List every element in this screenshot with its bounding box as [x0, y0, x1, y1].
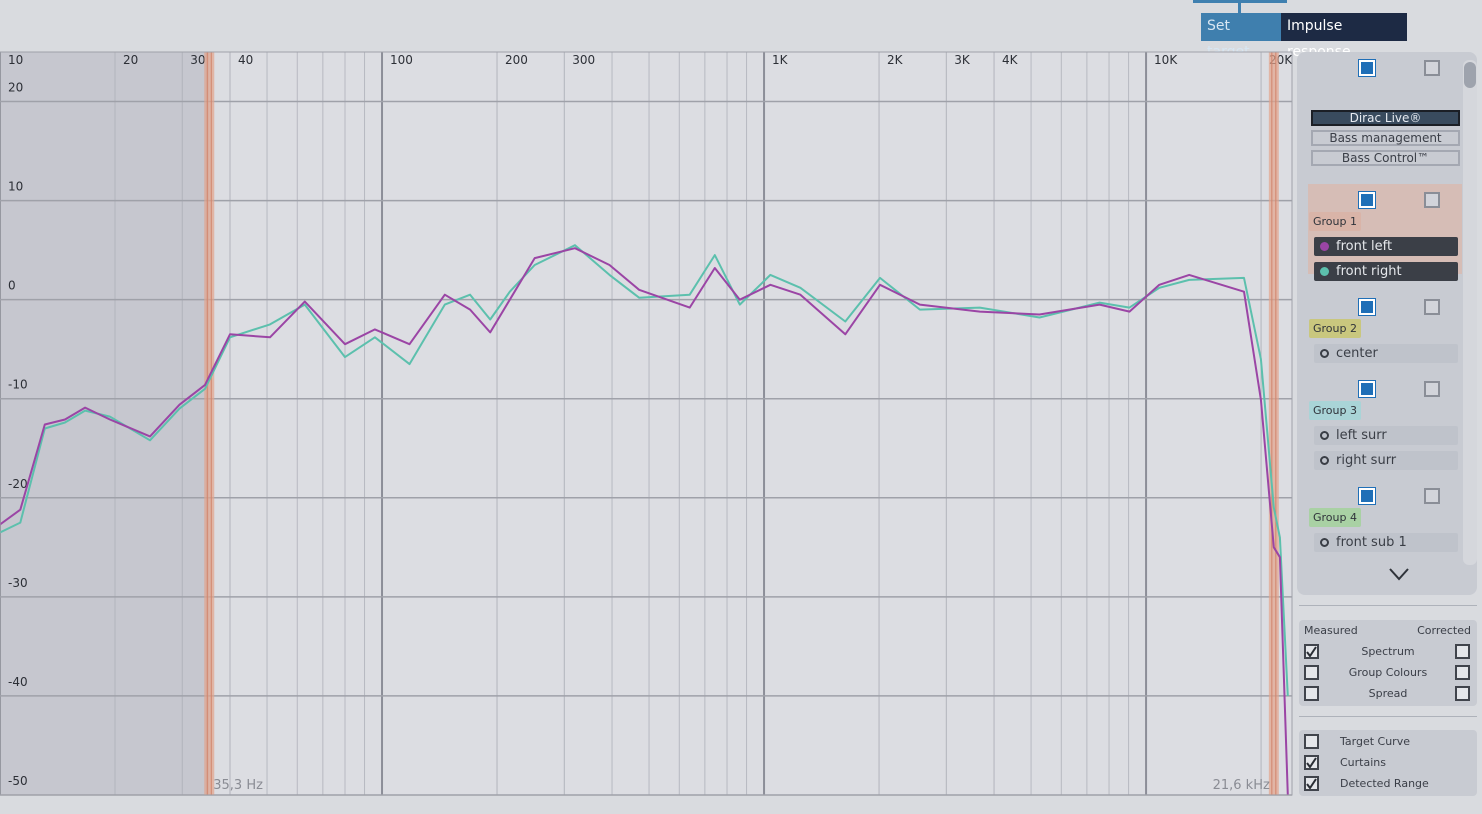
- group-label[interactable]: Group 4: [1309, 508, 1361, 527]
- option-label: Group Colours: [1348, 666, 1428, 679]
- overlay-label: Target Curve: [1340, 735, 1410, 748]
- series-line: [0, 244, 1289, 696]
- group-label[interactable]: Group 2: [1309, 319, 1361, 338]
- group-edit-icon[interactable]: [1424, 381, 1440, 397]
- channel-item[interactable]: front sub 1: [1314, 533, 1458, 552]
- group-edit-icon[interactable]: [1424, 60, 1440, 76]
- column-header: Corrected: [1417, 624, 1471, 637]
- overlay-checkbox[interactable]: [1304, 755, 1319, 770]
- display-options: Measured Corrected Spectrum Group Colours Sp…: [1299, 620, 1477, 706]
- scroll-down[interactable]: [1388, 567, 1410, 581]
- group-edit-icon[interactable]: [1424, 299, 1440, 315]
- curtain-label: 35,3 Hz: [213, 778, 263, 793]
- x-tick-label: 2K: [887, 53, 904, 67]
- y-tick-label: -20: [8, 477, 28, 491]
- tab-stem: [1238, 0, 1241, 13]
- y-tick-label: 10: [8, 180, 23, 194]
- measured-checkbox[interactable]: [1304, 686, 1319, 701]
- curtain: [204, 52, 215, 795]
- channel-dot: [1320, 456, 1329, 465]
- divider: [1299, 605, 1477, 606]
- channel-dot: [1320, 267, 1329, 276]
- corrected-checkbox[interactable]: [1455, 665, 1470, 680]
- scroll-thumb[interactable]: [1464, 62, 1476, 88]
- corrected-checkbox[interactable]: [1455, 644, 1470, 659]
- y-tick-label: -40: [8, 675, 28, 689]
- channel-dot: [1320, 349, 1329, 358]
- x-tick-label: 100: [390, 53, 413, 67]
- x-tick-label: 3K: [954, 53, 971, 67]
- divider: [1299, 716, 1477, 717]
- column-header: Measured: [1304, 624, 1358, 637]
- corrected-checkbox[interactable]: [1455, 686, 1470, 701]
- x-tick-label: 40: [238, 53, 253, 67]
- curtain-label: 21,6 kHz: [1213, 778, 1270, 793]
- channel-item[interactable]: left surr: [1314, 426, 1458, 445]
- channel-dot: [1320, 431, 1329, 440]
- group-label[interactable]: Group 3: [1309, 401, 1361, 420]
- y-tick-label: 20: [8, 81, 23, 95]
- plot-background: [0, 52, 1292, 795]
- plot-frame: [0, 51, 1293, 796]
- channel-dot: [1320, 242, 1329, 251]
- group-solo-icon[interactable]: [1358, 380, 1376, 398]
- group-solo-icon[interactable]: [1358, 298, 1376, 316]
- group-solo-icon[interactable]: [1358, 191, 1376, 209]
- series-line: [0, 247, 1289, 796]
- channel-panel: Dirac Live® Bass management Bass Control™ G…: [1297, 52, 1477, 595]
- y-tick-label: -50: [8, 774, 28, 788]
- x-tick-label: 300: [572, 53, 595, 67]
- group-solo-icon[interactable]: [1358, 59, 1376, 77]
- channel-dot: [1320, 538, 1329, 547]
- group-solo-icon[interactable]: [1358, 487, 1376, 505]
- measured-checkbox[interactable]: [1304, 665, 1319, 680]
- overlay-checkbox[interactable]: [1304, 734, 1319, 749]
- overlay-checkbox[interactable]: [1304, 776, 1319, 791]
- curtain: [1268, 52, 1279, 795]
- x-tick-label: 4K: [1002, 53, 1019, 67]
- overlay-label: Detected Range: [1340, 777, 1429, 790]
- chart: 10 20 30 40 100 200 300 1K 2K 3K 4K 10K 20K-50-40-30…: [0, 51, 1293, 796]
- x-tick-label: 20: [123, 53, 138, 67]
- group-label[interactable]: Group 1: [1309, 212, 1361, 231]
- channel-item[interactable]: front left: [1314, 237, 1458, 256]
- channel-item[interactable]: center: [1314, 344, 1458, 363]
- group-edit-icon[interactable]: [1424, 488, 1440, 504]
- overlay-options: Target Curve Curtains Detected Range: [1299, 730, 1477, 796]
- excluded-region: [0, 52, 210, 795]
- option-label: Spread: [1368, 687, 1408, 700]
- channel-item[interactable]: front right: [1314, 262, 1458, 281]
- y-tick-label: -30: [8, 576, 28, 590]
- scrollbar: [1463, 60, 1477, 565]
- x-tick-label: 30: [190, 53, 205, 67]
- impulse-response-button[interactable]: Impulse response: [1281, 13, 1407, 60]
- group-edit-icon[interactable]: [1424, 192, 1440, 208]
- x-tick-label: 10: [8, 53, 23, 67]
- option-label: Spectrum: [1361, 645, 1415, 658]
- x-tick-label: 10K: [1154, 53, 1178, 67]
- measured-checkbox[interactable]: [1304, 644, 1319, 659]
- y-tick-label: -10: [8, 378, 28, 392]
- overlay-label: Curtains: [1340, 756, 1386, 769]
- y-tick-label: 0: [8, 279, 16, 293]
- mode-option[interactable]: Bass Control™: [1311, 150, 1460, 166]
- mode-option[interactable]: Bass management: [1311, 130, 1460, 146]
- mode-option[interactable]: Dirac Live®: [1311, 110, 1460, 126]
- x-tick-label: 200: [505, 53, 528, 67]
- x-tick-label: 1K: [772, 53, 789, 67]
- channel-item[interactable]: right surr: [1314, 451, 1458, 470]
